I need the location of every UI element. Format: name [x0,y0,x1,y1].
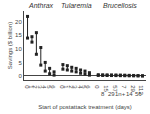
svg-text:2: 2 [68,85,74,89]
svg-text:6: 6 [50,85,56,89]
svg-text:5: 5 [18,60,22,66]
svg-text:1n+: 1n+ [115,91,126,97]
svg-text:3: 3 [72,85,78,89]
svg-text:56: 56 [135,91,142,97]
svg-text:29: 29 [108,91,115,97]
svg-text:0: 0 [94,85,100,89]
svg-text:Anthrax: Anthrax [28,2,54,9]
svg-text:Tularemia: Tularemia [61,2,92,9]
svg-text:Savings ($ billion): Savings ($ billion) [7,22,13,69]
svg-text:29: 29 [130,85,136,92]
svg-text:15: 15 [15,32,22,38]
svg-text:15: 15 [103,85,109,92]
svg-text:14: 14 [126,91,133,97]
svg-text:7: 7 [121,85,127,89]
svg-text:1: 1 [63,85,69,89]
svg-text:2: 2 [32,85,38,89]
svg-text:3: 3 [37,85,43,89]
svg-text:0: 0 [59,85,65,89]
svg-text:112: 112 [138,85,144,95]
svg-text:Start of postattack treatment: Start of postattack treatment (days) [38,104,132,110]
svg-text:4: 4 [41,85,47,89]
svg-text:6: 6 [85,85,91,89]
svg-text:4: 4 [77,85,83,89]
svg-text:5: 5 [81,85,87,89]
svg-text:10: 10 [15,46,22,52]
svg-text:Brucellosis: Brucellosis [103,2,137,9]
svg-text:5: 5 [46,85,52,89]
svg-text:0: 0 [24,85,30,89]
svg-text:1: 1 [28,85,34,89]
svg-text:57: 57 [112,85,118,92]
svg-text:8: 8 [101,91,105,97]
svg-text:20: 20 [15,19,22,25]
svg-text:0: 0 [18,73,22,79]
